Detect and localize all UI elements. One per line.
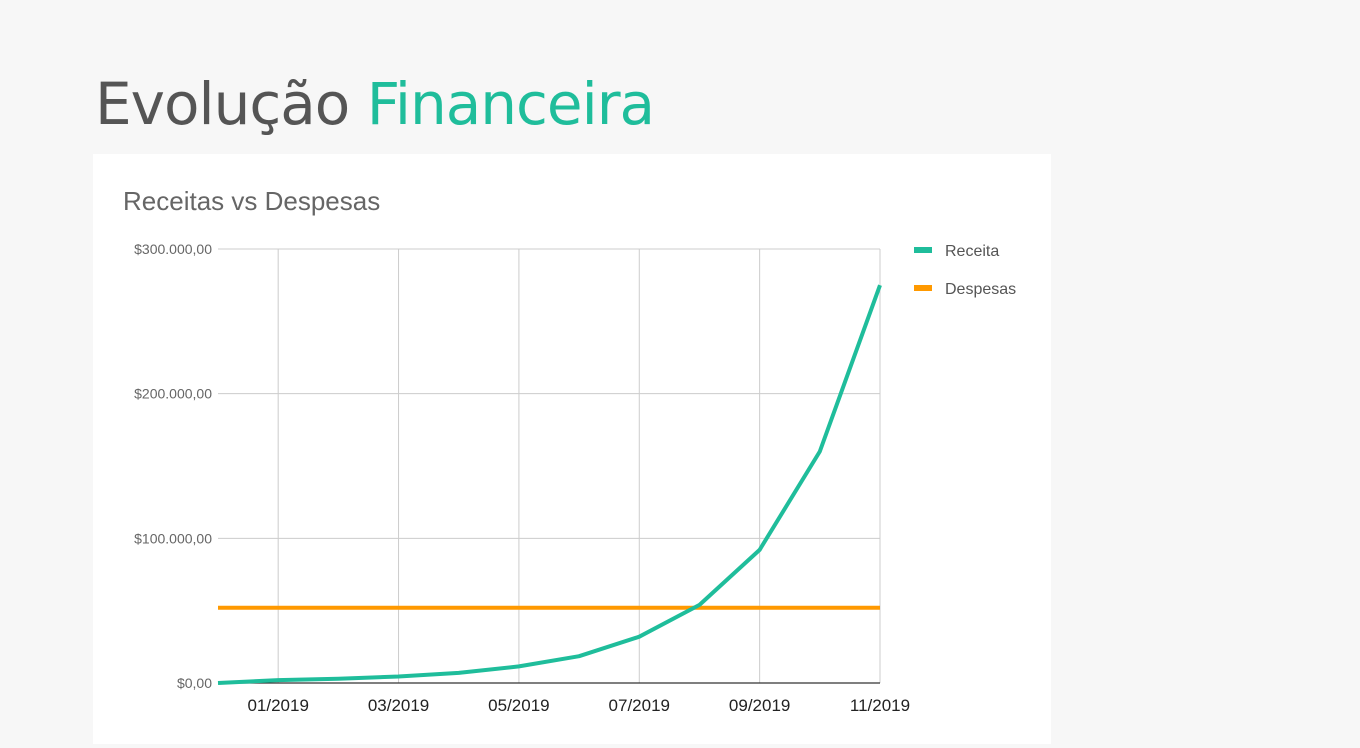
chart-series xyxy=(217,284,882,685)
x-tick-label: 05/2019 xyxy=(488,696,549,715)
page-title: Evolução Financeira xyxy=(95,66,655,142)
chart-card: Receitas vs Despesas $0,00 $100.000,00 $20… xyxy=(93,154,1051,744)
x-tick-label: 01/2019 xyxy=(247,696,308,715)
legend-label-receita: Receita xyxy=(945,243,999,260)
chart-grid xyxy=(218,248,881,683)
line-chart: Receitas vs Despesas $0,00 $100.000,00 $20… xyxy=(123,186,1016,715)
y-tick-label: $300.000,00 xyxy=(134,241,212,257)
chart-axes: $0,00 $100.000,00 $200.000,00 $300.000,00 01… xyxy=(134,241,910,715)
y-tick-label: $200.000,00 xyxy=(134,386,212,402)
legend-swatch-receita xyxy=(914,247,932,253)
x-tick-label: 07/2019 xyxy=(609,696,670,715)
legend-label-despesas: Despesas xyxy=(945,281,1016,298)
legend-swatch-despesas xyxy=(914,285,932,291)
x-tick-label: 09/2019 xyxy=(729,696,790,715)
x-tick-label: 03/2019 xyxy=(368,696,429,715)
title-part-financeira: Financeira xyxy=(366,70,655,138)
y-tick-label: $0,00 xyxy=(177,675,212,691)
chart-title: Receitas vs Despesas xyxy=(123,186,380,216)
y-tick-label: $100.000,00 xyxy=(134,530,212,546)
series-line-receita xyxy=(217,284,882,685)
x-tick-label: 11/2019 xyxy=(850,696,910,715)
chart-legend: Receita Despesas xyxy=(914,243,1016,298)
title-part-evolucao: Evolução xyxy=(95,70,350,138)
